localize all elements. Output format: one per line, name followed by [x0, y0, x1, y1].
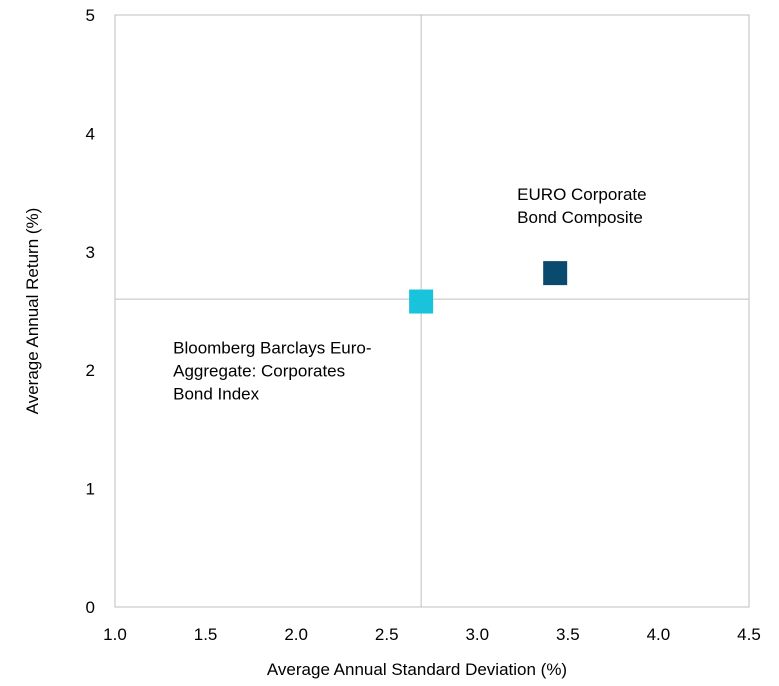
- y-tick-label: 4: [86, 124, 95, 143]
- x-tick-label: 1.0: [103, 625, 127, 644]
- plot-frame: [114, 14, 750, 608]
- x-axis-ticks: 1.0 1.5 2.0 2.5 3.0 3.5 4.0 4.5: [103, 625, 761, 644]
- x-tick-label: 1.5: [194, 625, 218, 644]
- x-tick-label: 2.0: [284, 625, 308, 644]
- y-tick-label: 3: [86, 243, 95, 262]
- data-point-marker: [543, 261, 568, 286]
- x-tick-label: 4.5: [737, 625, 761, 644]
- data-points: EURO Corporate Bond Composite Bloomberg Ba…: [173, 185, 646, 403]
- x-tick-label: 2.5: [375, 625, 399, 644]
- data-point-label-line: Bloomberg Barclays Euro-: [173, 339, 371, 358]
- y-axis-label: Average Annual Return (%): [23, 208, 42, 415]
- x-tick-label: 3.0: [465, 625, 489, 644]
- data-point-marker: [409, 289, 434, 314]
- data-point-label-line: EURO Corporate: [517, 185, 646, 204]
- x-axis-label: Average Annual Standard Deviation (%): [267, 660, 567, 679]
- data-point-label-line: Bond Index: [173, 385, 260, 404]
- data-point-label: EURO Corporate Bond Composite: [517, 185, 646, 227]
- y-tick-label: 1: [86, 480, 95, 499]
- y-axis-ticks: 0 1 2 3 4 5: [86, 6, 95, 617]
- data-point-label: Bloomberg Barclays Euro- Aggregate: Corpo…: [173, 339, 371, 404]
- y-tick-label: 0: [86, 598, 95, 617]
- data-point-label-line: Bond Composite: [517, 208, 643, 227]
- y-tick-label: 5: [86, 6, 95, 25]
- data-point-label-line: Aggregate: Corporates: [173, 362, 345, 381]
- y-tick-label: 2: [86, 361, 95, 380]
- x-tick-label: 4.0: [647, 625, 671, 644]
- x-tick-label: 3.5: [556, 625, 580, 644]
